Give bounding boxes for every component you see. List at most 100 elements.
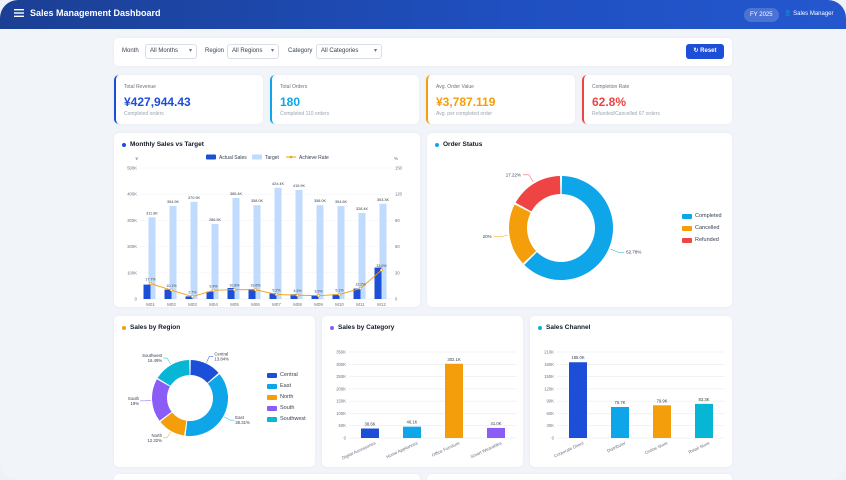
legend-swatch	[682, 225, 692, 231]
y-tick-label: 30K	[547, 423, 555, 428]
x-tick-label: Retail Store	[688, 440, 711, 454]
actual-bar	[269, 293, 277, 299]
legend-swatch	[682, 237, 692, 243]
next-card-left	[114, 474, 420, 480]
chevron-down-icon: ▾	[188, 48, 192, 54]
category-chart: 350K 300K 250K 200K 150K 100K 50K 0 38.6K Digital…	[336, 350, 517, 460]
y-axis-unit-right: %	[394, 156, 398, 161]
y-tick-label: 350K	[336, 350, 346, 355]
user-menu[interactable]: 👤 Sales Manager	[784, 10, 834, 17]
target-data-label: 363.3K	[377, 198, 390, 202]
kpi-value: ¥3,787.119	[436, 95, 496, 109]
achieve-rate-label: 33.0%	[376, 264, 387, 268]
achieve-rate-label: 10.1%	[166, 284, 177, 288]
filter-bar: Month All Months ▾ Region All Regions ▾ Ca…	[114, 38, 732, 66]
y-tick-label: 250K	[336, 374, 346, 379]
card-title: Order Status	[435, 141, 482, 148]
reset-button[interactable]: ↻ Reset	[686, 44, 724, 59]
y-tick-label: 100K	[336, 411, 346, 416]
y-tick-right: 150	[395, 166, 403, 171]
legend-north[interactable]: North	[267, 394, 293, 400]
region-slice	[185, 374, 228, 436]
bar	[487, 427, 505, 438]
slice-label-line: East	[235, 415, 244, 420]
actual-bar	[353, 288, 361, 299]
target-data-label: 424.4K	[272, 182, 285, 186]
leader-line	[523, 174, 534, 182]
slice-label: South 19%	[128, 396, 140, 406]
target-data-label: 354.6K	[335, 200, 348, 204]
legend-refunded[interactable]: Refunded	[682, 237, 719, 243]
x-tick-label: M11	[356, 302, 365, 307]
target-bar	[316, 205, 324, 299]
title-dot-icon	[435, 142, 439, 147]
target-data-label: 328.4K	[356, 207, 369, 211]
achieve-rate-point	[212, 288, 216, 292]
slice-label-line: 16.49%	[148, 358, 163, 363]
card-title-text: Sales by Region	[130, 324, 181, 331]
achieve-rate-point	[275, 292, 279, 296]
achieve-rate-point	[148, 282, 152, 286]
legend-south[interactable]: South	[267, 405, 294, 411]
legend-label: Actual Sales	[219, 155, 247, 161]
bar	[569, 362, 587, 438]
category-select-value: All Categories	[321, 48, 359, 54]
achieve-rate-label: 3.9%	[314, 290, 323, 294]
target-data-label: 358.0K	[251, 199, 264, 203]
bar-data-label: 41.0K	[491, 421, 502, 426]
bar-data-label: 46.1K	[407, 420, 418, 425]
x-tick-label: M09	[314, 302, 323, 307]
menu-icon[interactable]	[14, 9, 24, 17]
legend-label: Achieve Rate	[299, 155, 329, 161]
brand: Sales Management Dashboard	[14, 8, 161, 18]
kpi-title: Avg. Order Value	[436, 84, 474, 90]
bar-data-label: 302.1K	[447, 357, 460, 362]
legend-swatch	[267, 383, 277, 389]
y-tick-right: 0	[395, 297, 398, 302]
actual-bar	[164, 289, 172, 299]
kpi-value: 62.8%	[592, 95, 627, 109]
order-status-card: Order Status 62.78% 20% 17.22% Completed C…	[427, 133, 732, 307]
leader-line	[163, 357, 171, 365]
legend-cancelled[interactable]: Cancelled	[682, 225, 719, 231]
order-status-slice	[509, 204, 537, 264]
kpi-value: ¥427,944.43	[124, 95, 191, 109]
title-dot-icon	[122, 325, 126, 330]
y-tick-label: 180K	[544, 362, 554, 367]
x-tick-label: M05	[230, 302, 239, 307]
month-select[interactable]: All Months ▾	[145, 44, 197, 59]
achieve-rate-point	[317, 294, 321, 298]
achieve-rate-label: 2.7%	[188, 291, 197, 295]
legend-east[interactable]: East	[267, 383, 291, 389]
y-tick-right: 90	[395, 218, 400, 223]
legend-completed[interactable]: Completed	[682, 213, 722, 219]
target-bar	[211, 223, 219, 299]
y-tick-label: 150K	[336, 399, 346, 404]
achieve-rate-label: 9.9%	[209, 284, 218, 288]
legend-swatch	[289, 155, 293, 159]
achieve-rate-label: 10.6%	[250, 284, 261, 288]
slice-label: North 12.32%	[147, 433, 162, 443]
x-tick-label: Distributor	[606, 440, 627, 453]
y-tick-label: 210K	[544, 350, 554, 355]
y-tick-label: 0	[552, 436, 555, 441]
legend-central[interactable]: Central	[267, 372, 298, 378]
target-bar	[274, 187, 282, 299]
y-tick-left: 500K	[127, 166, 137, 171]
order-status-slice	[524, 176, 613, 280]
monthly-sales-chart: Actual Sales Target Achieve Rate ¥ % 500K 150 4…	[127, 154, 403, 307]
legend-label: Cancelled	[695, 225, 720, 231]
kpi-avg-order-value: Avg. Order Value ¥3,787.119 Avg. per com…	[426, 75, 575, 124]
legend-southwest[interactable]: Southwest	[267, 416, 306, 422]
category-select[interactable]: All Categories ▾	[316, 44, 382, 59]
legend-swatch	[252, 154, 262, 160]
y-tick-left: 400K	[127, 192, 137, 197]
legend-label: South	[280, 405, 295, 411]
region-slice	[190, 360, 219, 383]
title-dot-icon	[330, 325, 334, 330]
y-tick-right: 120	[395, 192, 403, 197]
region-select[interactable]: All Regions ▾	[227, 44, 279, 59]
month-label: Month	[122, 48, 139, 54]
slice-label-line: North	[151, 433, 162, 438]
